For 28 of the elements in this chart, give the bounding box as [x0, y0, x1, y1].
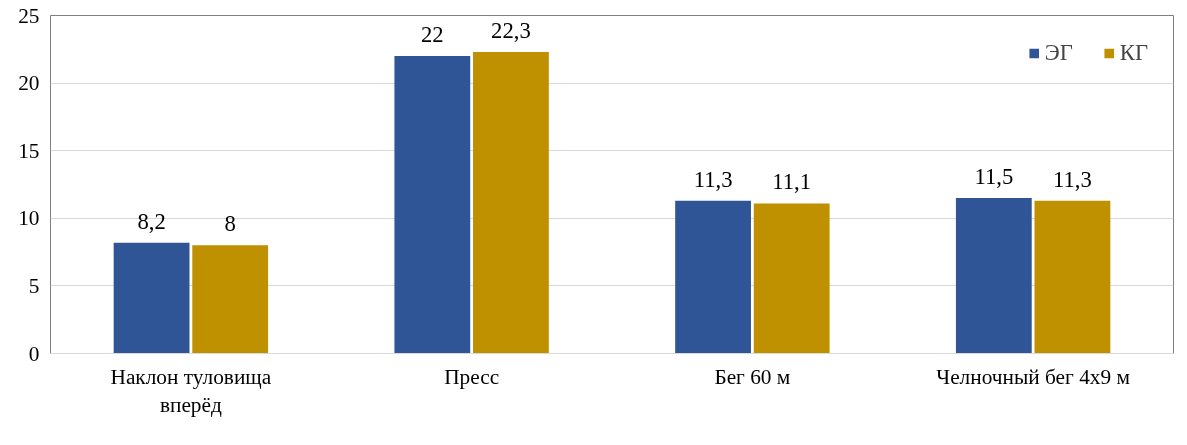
- data-label: 11,5: [974, 164, 1014, 190]
- data-label: 11,1: [772, 169, 812, 195]
- y-tick-label: 0: [28, 341, 40, 366]
- data-label: 8,2: [137, 208, 166, 234]
- bar: [113, 242, 190, 354]
- data-label: 22: [420, 22, 444, 48]
- y-tick-label: 25: [18, 3, 40, 28]
- legend-label: ЭГ: [1044, 40, 1073, 66]
- x-tick-label: Пресс: [444, 364, 500, 389]
- bar: [955, 198, 1032, 354]
- y-tick-label: 10: [18, 206, 40, 231]
- bar: [753, 203, 830, 354]
- bar: [473, 52, 549, 354]
- data-label: 8: [224, 211, 236, 237]
- bar: [1034, 200, 1111, 354]
- x-tick-label: Наклон туловища вперёд: [110, 364, 272, 418]
- x-tick-label: Бег 60 м: [714, 364, 791, 389]
- data-label: 11,3: [693, 166, 733, 192]
- bar: [394, 56, 471, 354]
- data-label: 11,3: [1053, 166, 1092, 192]
- legend-label: КГ: [1119, 40, 1148, 66]
- y-tick-label: 5: [28, 273, 40, 298]
- bar: [675, 200, 751, 354]
- y-tick-label: 15: [18, 138, 40, 163]
- x-tick-label: Челночный бег 4х9 м: [936, 364, 1130, 389]
- data-label: 22,3: [491, 18, 531, 43]
- bar: [192, 245, 269, 354]
- y-tick-label: 20: [18, 71, 40, 96]
